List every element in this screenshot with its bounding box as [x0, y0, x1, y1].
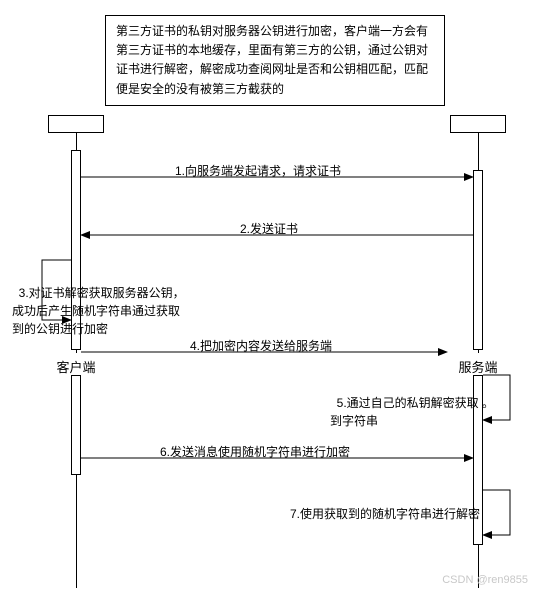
msg1-label: 1.向服务端发起请求，请求证书	[175, 162, 341, 179]
msg2-label: 2.发送证书	[240, 220, 298, 237]
activation-client-2	[71, 375, 81, 475]
activation-server-1	[473, 170, 483, 350]
msg7-label: 7.使用获取到的随机字符串进行解密	[290, 505, 480, 522]
actor-server-label: 服务端	[458, 360, 497, 375]
msg4-label: 4.把加密内容发送给服务端	[190, 337, 332, 354]
msg3-label: 3.对证书解密获取服务器公钥， 成功后产生随机字符串通过获取 到的公钥进行加密	[12, 266, 185, 338]
description-box: 第三方证书的私钥对服务器公钥进行加密，客户端一方会有第三方证书的本地缓存，里面有…	[105, 15, 445, 106]
msg5-label: 5.通过自己的私钥解密获取 。 到字符串	[330, 376, 494, 430]
actor-client-label: 客户端	[56, 360, 95, 375]
description-text: 第三方证书的私钥对服务器公钥进行加密，客户端一方会有第三方证书的本地缓存，里面有…	[116, 24, 428, 96]
watermark: CSDN @ren9855	[442, 574, 528, 586]
header-box-left	[48, 115, 104, 133]
msg6-label: 6.发送消息使用随机字符串进行加密	[160, 443, 350, 460]
header-box-right	[450, 115, 506, 133]
